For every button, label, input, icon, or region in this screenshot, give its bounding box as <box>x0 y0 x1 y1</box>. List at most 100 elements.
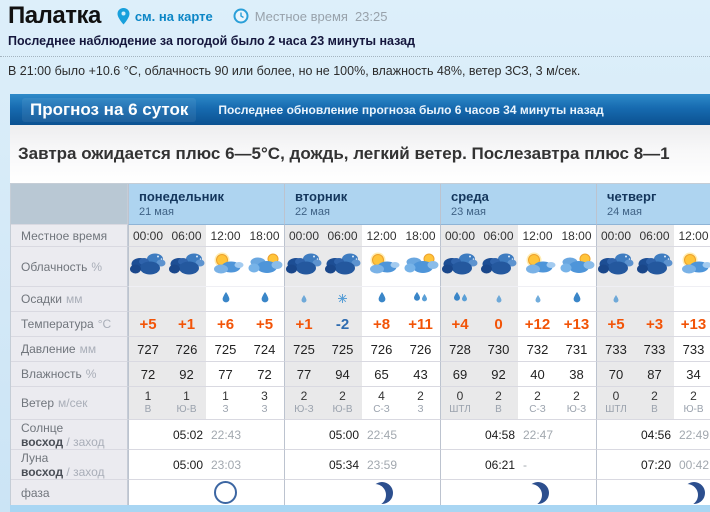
time-cell: 00:00 <box>596 225 635 247</box>
sun-cloud-icon <box>676 251 710 282</box>
empty-cell <box>245 450 284 480</box>
wind-speed: 2 <box>651 389 658 403</box>
moon-phase-cell <box>362 480 401 506</box>
temperature-cell: +8 <box>362 312 401 337</box>
wind-speed: 2 <box>573 389 580 403</box>
sun-cloud-icon <box>364 251 400 282</box>
dark-clouds-icon <box>442 251 478 282</box>
time-cell: 06:00 <box>167 225 206 247</box>
cloudiness-cell <box>479 247 518 287</box>
empty-cell <box>440 450 479 480</box>
time-cell: 18:00 <box>557 225 596 247</box>
empty-cell <box>557 480 596 506</box>
pressure-cell: 724 <box>245 337 284 362</box>
pressure-cell: 726 <box>401 337 440 362</box>
wind-speed: 3 <box>261 389 268 403</box>
wind-speed: 2 <box>495 389 502 403</box>
clouds-sun-icon <box>559 251 595 282</box>
precipitation-cell <box>401 287 440 312</box>
empty-cell <box>323 480 362 506</box>
dark-clouds-icon <box>286 251 322 282</box>
temperature-cell: +12 <box>518 312 557 337</box>
time-cell: 18:00 <box>401 225 440 247</box>
row-label: Ветер м/сек <box>11 387 128 420</box>
cloudiness-cell <box>557 247 596 287</box>
wind-cell: 2 С-З <box>518 387 557 420</box>
precipitation-cell <box>167 287 206 312</box>
time-cell: 00:00 <box>128 225 167 247</box>
raindrop-small-icon <box>613 290 619 308</box>
time-cell: 00:00 <box>440 225 479 247</box>
time-cell: 06:00 <box>479 225 518 247</box>
empty-cell <box>479 480 518 506</box>
empty-cell <box>401 450 440 480</box>
wind-direction: ШТЛ <box>605 404 627 415</box>
wind-speed: 2 <box>534 389 541 403</box>
local-time-label: Местное время <box>254 8 348 24</box>
precipitation-cell <box>128 287 167 312</box>
temperature-cell: +1 <box>167 312 206 337</box>
wind-direction: ШТЛ <box>449 404 471 415</box>
cloudiness-cell <box>245 247 284 287</box>
temperature-cell: +13 <box>674 312 710 337</box>
sunset-cell: 22:49 <box>674 420 710 450</box>
empty-cell <box>245 480 284 506</box>
precipitation-cell <box>518 287 557 312</box>
dark-clouds-icon <box>480 251 517 282</box>
forecast-banner: Прогноз на 6 суток Последнее обновление … <box>10 94 710 125</box>
humidity-cell: 77 <box>284 362 323 387</box>
pressure-cell: 726 <box>167 337 206 362</box>
time-cell: 18:00 <box>245 225 284 247</box>
temperature-cell: 0 <box>479 312 518 337</box>
moonrise-cell: 06:21 <box>479 450 518 480</box>
wind-speed: 1 <box>144 389 152 403</box>
time-cell: 12:00 <box>518 225 557 247</box>
pressure-cell: 730 <box>479 337 518 362</box>
forecast-banner-title: Прогноз на 6 суток <box>22 97 197 122</box>
wind-cell: 0 ШТЛ <box>596 387 635 420</box>
wind-speed: 2 <box>300 389 308 403</box>
map-link[interactable]: см. на карте <box>134 8 213 24</box>
pressure-cell: 728 <box>440 337 479 362</box>
wind-direction: С-З <box>373 404 390 415</box>
time-cell: 12:00 <box>674 225 710 247</box>
pressure-cell: 727 <box>128 337 167 362</box>
sunrise-cell: 04:58 <box>479 420 518 450</box>
dark-clouds-icon <box>324 251 361 282</box>
temperature-cell: +4 <box>440 312 479 337</box>
temperature-cell: +5 <box>128 312 167 337</box>
empty-cell <box>401 480 440 506</box>
precipitation-cell <box>674 287 710 312</box>
moonset-cell: - <box>518 450 557 480</box>
wind-speed: 1 <box>222 389 229 403</box>
humidity-cell: 72 <box>128 362 167 387</box>
empty-cell <box>128 420 167 450</box>
current-conditions: В 21:00 было +10.6 °C, облачность 90 или… <box>8 64 581 78</box>
humidity-cell: 94 <box>323 362 362 387</box>
snowflake-icon <box>338 290 347 308</box>
empty-cell <box>245 420 284 450</box>
raindrop-icon <box>573 290 581 308</box>
day-name: среда <box>451 189 489 204</box>
day-date: 24 мая <box>607 206 642 218</box>
time-cell: 12:00 <box>362 225 401 247</box>
temperature-cell: +6 <box>206 312 245 337</box>
empty-cell <box>596 480 635 506</box>
sunset-cell: 22:47 <box>518 420 557 450</box>
pressure-cell: 726 <box>362 337 401 362</box>
dark-clouds-icon <box>598 251 634 282</box>
day-date: 21 мая <box>139 206 174 218</box>
precipitation-cell <box>362 287 401 312</box>
pressure-cell: 725 <box>206 337 245 362</box>
empty-cell <box>167 480 206 506</box>
moonrise-cell: 07:20 <box>635 450 674 480</box>
moon-phase-cell <box>518 480 557 506</box>
moonset-cell: 00:42 <box>674 450 710 480</box>
wind-direction: З <box>261 404 268 415</box>
empty-cell <box>440 480 479 506</box>
humidity-cell: 69 <box>440 362 479 387</box>
precipitation-cell <box>479 287 518 312</box>
wind-direction: Ю-В <box>176 404 197 415</box>
